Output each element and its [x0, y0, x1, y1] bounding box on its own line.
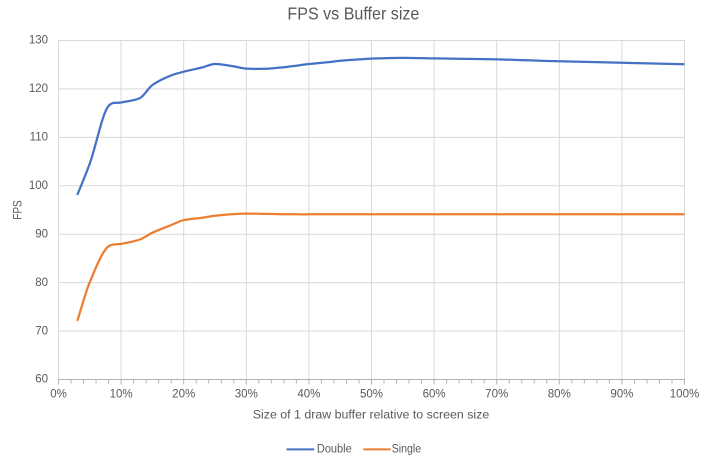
svg-text:100%: 100% — [670, 389, 699, 401]
svg-text:130: 130 — [29, 35, 48, 47]
svg-text:20%: 20% — [172, 389, 195, 401]
svg-text:Double: Double — [317, 444, 352, 456]
svg-text:40%: 40% — [297, 389, 320, 401]
svg-text:60: 60 — [35, 374, 48, 386]
svg-text:30%: 30% — [235, 389, 258, 401]
svg-text:FPS vs Buffer size: FPS vs Buffer size — [287, 3, 419, 23]
svg-text:80: 80 — [35, 277, 48, 289]
svg-text:10%: 10% — [110, 389, 133, 401]
svg-text:60%: 60% — [423, 389, 446, 401]
svg-text:110: 110 — [30, 132, 48, 144]
svg-text:80%: 80% — [548, 389, 571, 401]
svg-text:50%: 50% — [360, 389, 383, 401]
svg-text:90%: 90% — [610, 389, 633, 401]
svg-text:100: 100 — [29, 180, 48, 192]
svg-text:70%: 70% — [485, 389, 508, 401]
svg-text:90: 90 — [35, 228, 48, 240]
svg-text:Size of 1 draw buffer relative: Size of 1 draw buffer relative to screen… — [253, 407, 490, 421]
svg-text:FPS: FPS — [13, 200, 25, 220]
svg-text:120: 120 — [29, 83, 48, 95]
svg-text:0%: 0% — [50, 389, 67, 401]
svg-text:Single: Single — [392, 444, 422, 456]
svg-text:70: 70 — [35, 325, 48, 337]
